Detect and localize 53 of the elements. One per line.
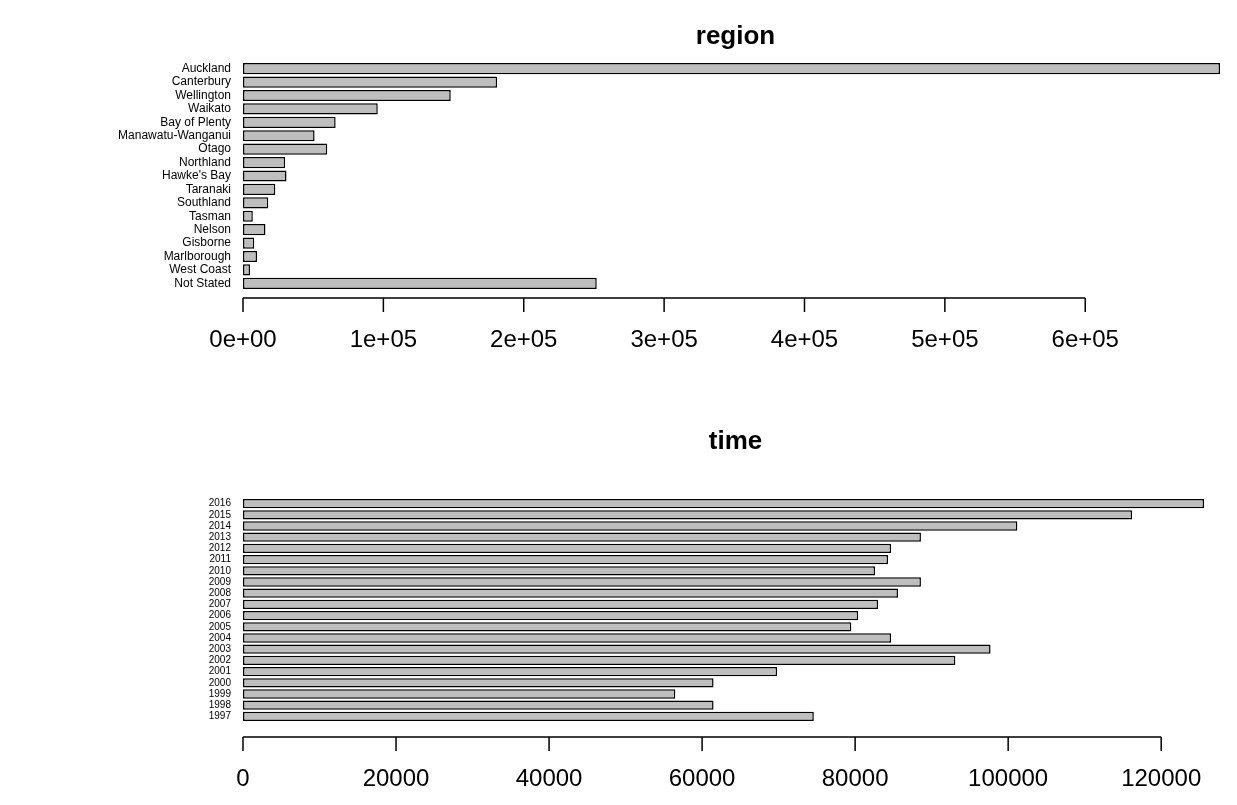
y-tick-label: Waikato bbox=[188, 101, 232, 116]
x-tick-label: 4e+05 bbox=[770, 325, 839, 353]
y-tick-label: Not Stated bbox=[174, 275, 231, 290]
y-tick-label: Tasman bbox=[188, 208, 231, 223]
x-tick-label: 0 bbox=[236, 764, 250, 792]
y-tick-label: Auckland bbox=[181, 61, 231, 76]
y-tick-label: West Coast bbox=[169, 262, 232, 277]
y-tick-label: Nelson bbox=[193, 221, 231, 236]
y-tick-label: 2015 bbox=[208, 508, 232, 520]
y-tick-label: 2000 bbox=[208, 676, 232, 688]
x-tick-label: 40000 bbox=[515, 764, 583, 792]
x-tick-label: 100000 bbox=[968, 764, 1049, 792]
x-tick-label: 6e+05 bbox=[1051, 325, 1119, 353]
x-tick-label: 3e+05 bbox=[630, 325, 698, 353]
y-tick-label: 1998 bbox=[208, 698, 232, 710]
y-tick-label: 2016 bbox=[208, 497, 232, 509]
y-tick-label: Hawke's Bay bbox=[162, 168, 231, 183]
y-tick-label: 2006 bbox=[208, 609, 232, 621]
y-tick-label: Canterbury bbox=[171, 74, 231, 89]
y-tick-label: Otago bbox=[198, 141, 232, 156]
y-tick-label: 2003 bbox=[208, 642, 232, 654]
y-tick-label: 2004 bbox=[208, 631, 232, 643]
y-tick-label: 2009 bbox=[208, 575, 232, 587]
y-tick-label: Bay of Plenty bbox=[160, 114, 231, 129]
y-tick-label: Northland bbox=[178, 154, 231, 169]
y-tick-label: 2008 bbox=[208, 586, 232, 598]
y-tick-label: 2011 bbox=[209, 553, 232, 565]
x-tick-label: 2e+05 bbox=[490, 325, 558, 353]
y-tick-label: 2007 bbox=[208, 598, 232, 610]
x-tick-label: 0e+00 bbox=[209, 325, 277, 353]
chart-title: region bbox=[694, 20, 777, 50]
y-tick-label: Gisborne bbox=[182, 235, 232, 250]
x-tick-label: 5e+05 bbox=[911, 325, 979, 353]
x-tick-label: 120000 bbox=[1121, 764, 1202, 792]
y-tick-label: 2010 bbox=[208, 564, 232, 576]
y-tick-label: 2005 bbox=[208, 620, 232, 632]
x-tick-label: 20000 bbox=[362, 764, 430, 792]
y-tick-label: 2002 bbox=[208, 654, 232, 666]
y-tick-label: Southland bbox=[176, 195, 231, 210]
y-tick-label: Manawatu-Wanganui bbox=[118, 128, 231, 143]
x-tick-label: 60000 bbox=[668, 764, 736, 792]
y-tick-label: 2001 bbox=[208, 665, 232, 677]
y-tick-label: 2014 bbox=[208, 519, 232, 531]
y-tick-label: 1997 bbox=[208, 710, 232, 722]
x-tick-label: 1e+05 bbox=[349, 325, 418, 353]
y-tick-label: Wellington bbox=[175, 87, 231, 102]
x-tick-label: 80000 bbox=[821, 764, 889, 792]
chart-title: time bbox=[707, 425, 764, 455]
y-tick-label: 1999 bbox=[208, 687, 232, 699]
y-tick-label: 2012 bbox=[208, 542, 232, 554]
y-tick-label: 2013 bbox=[208, 530, 232, 542]
y-tick-label: Taranaki bbox=[185, 181, 231, 196]
y-tick-label: Marlborough bbox=[163, 248, 231, 263]
